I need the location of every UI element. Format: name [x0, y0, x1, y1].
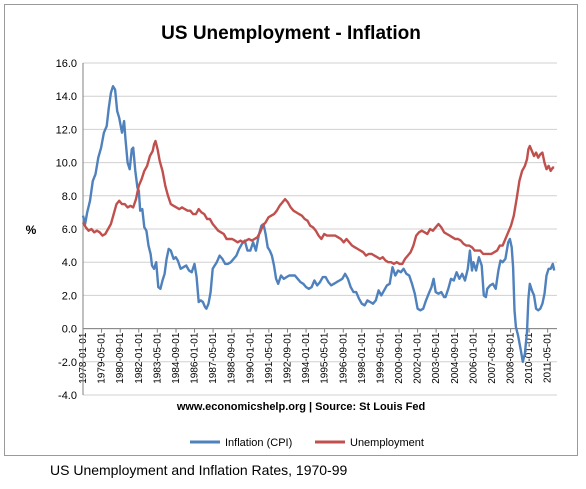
- x-tick-label-11: 1992-09-01: [283, 332, 294, 384]
- figure-caption: US Unemployment and Inflation Rates, 197…: [50, 462, 348, 478]
- legend-label-unemployment: Unemployment: [350, 437, 424, 449]
- chart-frame: US Unemployment - Inflation % 16.0 14.0 12…: [4, 4, 578, 456]
- x-tick-label-23: 2008-09-01: [506, 332, 517, 384]
- series-lines: [81, 85, 556, 363]
- x-tick-label-15: 1998-01-01: [357, 332, 368, 384]
- series-line-unemployment: [81, 139, 555, 266]
- x-tick-label-19: 2003-05-01: [431, 332, 442, 384]
- x-tick-label-12: 1994-01-01: [301, 332, 312, 384]
- y-tick-label-2: 12.0: [56, 124, 77, 136]
- x-tick-label-22: 2007-05-01: [487, 332, 498, 384]
- y-tick-label-9: -2.0: [58, 357, 77, 369]
- legend-label-inflation: Inflation (CPI): [225, 437, 292, 449]
- axes: [82, 63, 557, 395]
- x-tick-label-7: 1987-05-01: [208, 332, 219, 384]
- x-tick-label-1: 1979-05-01: [97, 332, 108, 384]
- x-tick-label-6: 1986-01-01: [190, 332, 201, 384]
- x-tick-label-24: 2010-01-01: [524, 332, 535, 384]
- source-note: www.economicshelp.org | Source: St Louis…: [176, 401, 425, 413]
- x-tick-label-4: 1983-05-01: [152, 332, 163, 384]
- x-tick-label-20: 2004-09-01: [450, 332, 461, 384]
- y-tick-labels: 16.0 14.0 12.0 10.0 8.0 6.0 4.0 2.0 0.0 -2.0 -4.0: [56, 58, 77, 402]
- y-tick-label-3: 10.0: [56, 158, 77, 170]
- x-tick-label-17: 2000-09-01: [394, 332, 405, 384]
- y-tick-label-0: 16.0: [56, 58, 77, 70]
- x-tick-label-13: 1995-05-01: [320, 332, 331, 384]
- x-tick-label-2: 1980-09-01: [115, 332, 126, 384]
- y-tick-label-6: 4.0: [62, 257, 77, 269]
- chart-title: US Unemployment - Inflation: [161, 23, 421, 44]
- x-tick-label-25: 2011-05-01: [543, 332, 554, 383]
- x-tick-label-3: 1982-01-01: [134, 332, 145, 384]
- x-tick-labels: 1978-01-011979-05-011980-09-011982-01-01…: [78, 332, 554, 384]
- series-line-inflation: [81, 85, 556, 363]
- x-tick-label-5: 1984-09-01: [171, 332, 182, 384]
- x-tick-label-10: 1991-05-01: [264, 332, 275, 384]
- y-tick-label-8: 0.0: [62, 324, 77, 336]
- chart-svg: US Unemployment - Inflation % 16.0 14.0 12…: [26, 23, 557, 449]
- x-tick-label-18: 2002-01-01: [413, 332, 424, 384]
- x-tick-label-16: 1999-05-01: [375, 332, 386, 384]
- y-tick-label-7: 2.0: [62, 290, 77, 302]
- x-tick-label-21: 2006-01-01: [468, 332, 479, 384]
- y-tick-label-4: 8.0: [62, 191, 77, 203]
- y-tick-label-5: 6.0: [62, 224, 77, 236]
- legend: Inflation (CPI) Unemployment: [190, 437, 424, 449]
- x-tick-label-9: 1990-01-01: [245, 332, 256, 384]
- x-tick-label-14: 1996-09-01: [338, 332, 349, 384]
- y-axis-label: %: [26, 223, 37, 237]
- y-tick-label-1: 14.0: [56, 91, 77, 103]
- x-tick-label-8: 1988-09-01: [227, 332, 238, 384]
- y-tick-label-10: -4.0: [58, 390, 77, 402]
